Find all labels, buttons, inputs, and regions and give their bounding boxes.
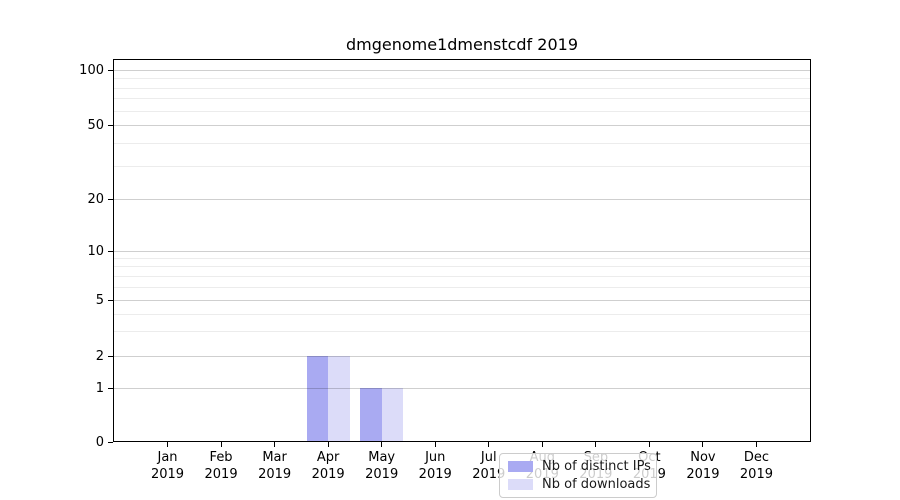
legend-swatch-distinct-ips <box>508 461 533 472</box>
y-tick-label-0: 0 <box>95 435 104 450</box>
x-label-year: 2019 <box>365 467 399 482</box>
y-tick-mark-1 <box>108 388 113 389</box>
bar-downloads-may <box>381 388 404 441</box>
x-tick-mark-oct <box>648 442 650 447</box>
x-tick-mark-mar <box>274 442 276 447</box>
x-tick-mark-sep <box>595 442 597 447</box>
major-gridline-y-100 <box>114 70 810 71</box>
x-tick-mark-jun <box>434 442 436 447</box>
x-tick-label-nov: Nov 2019 <box>671 449 735 483</box>
x-label-month: May <box>368 450 396 465</box>
x-tick-mark-may <box>381 442 383 447</box>
minor-gridline-y-70 <box>114 98 810 100</box>
x-tick-label-dec: Dec 2019 <box>724 449 788 483</box>
bar-distinct-ips-may <box>360 388 382 441</box>
major-gridline-y-20 <box>114 198 810 200</box>
bar-downloads-apr <box>328 355 350 441</box>
x-label-month: Dec <box>743 450 770 465</box>
x-label-month: Mar <box>262 450 287 465</box>
x-label-year: 2019 <box>258 467 292 482</box>
x-label-year: 2019 <box>739 467 773 482</box>
x-tick-mark-jul <box>488 442 490 447</box>
major-gridline-y-10 <box>114 250 810 252</box>
legend-label-distinct-ips: Nb of distinct IPs <box>542 459 651 474</box>
minor-gridline-y-6 <box>114 286 810 288</box>
y-tick-mark-100 <box>108 70 113 71</box>
legend: Nb of distinct IPs Nb of downloads <box>499 453 657 498</box>
legend-label-downloads: Nb of downloads <box>542 477 651 492</box>
y-tick-mark-0 <box>108 442 113 443</box>
major-gridline-y-5 <box>114 300 810 301</box>
x-tick-label-apr: Apr 2019 <box>296 449 360 483</box>
x-tick-label-mar: Mar 2019 <box>243 449 307 483</box>
bar-distinct-ips-apr <box>306 355 329 441</box>
y-tick-mark-50 <box>108 125 113 126</box>
minor-gridline-y-80 <box>114 87 810 89</box>
minor-gridline-y-90 <box>114 78 810 80</box>
x-label-year: 2019 <box>204 467 238 482</box>
y-tick-label-2: 2 <box>95 348 104 364</box>
x-label-month: Jun <box>425 450 446 465</box>
x-tick-mark-nov <box>702 442 704 447</box>
minor-gridline-y-9 <box>114 258 810 260</box>
plot-area: Nb of distinct IPs Nb of downloads <box>113 59 811 498</box>
y-tick-label-1: 1 <box>95 381 104 396</box>
x-label-year: 2019 <box>472 467 506 482</box>
chart-title: dmgenome1dmenstcdf 2019 <box>345 35 578 54</box>
minor-gridline-y-40 <box>114 142 810 144</box>
x-label-month: Nov <box>690 450 716 465</box>
y-tick-mark-20 <box>108 198 113 200</box>
x-label-year: 2019 <box>686 467 720 482</box>
legend-item-distinct-ips: Nb of distinct IPs <box>508 459 651 474</box>
x-label-month: Jul <box>480 450 497 465</box>
minor-gridline-y-3 <box>114 330 810 332</box>
major-gridline-y-1 <box>114 388 810 389</box>
x-label-month: Apr <box>316 450 340 465</box>
bars-layer <box>114 60 810 441</box>
x-tick-mark-jan <box>167 442 169 447</box>
x-tick-mark-aug <box>541 442 543 447</box>
x-tick-label-jul: Jul 2019 <box>457 449 521 483</box>
y-tick-mark-5 <box>108 300 113 301</box>
x-label-year: 2019 <box>150 467 185 482</box>
x-tick-label-jun: Jun 2019 <box>403 449 467 483</box>
major-gridline-y-50 <box>114 125 810 126</box>
y-tick-label-10: 10 <box>87 243 104 259</box>
gridlines-layer <box>114 60 810 441</box>
legend-item-downloads: Nb of downloads <box>508 477 651 492</box>
x-label-year: 2019 <box>418 467 452 482</box>
legend-swatch-downloads <box>508 479 533 490</box>
x-tick-mark-apr <box>327 442 329 447</box>
minor-gridline-y-60 <box>114 110 810 112</box>
x-tick-mark-feb <box>220 442 222 447</box>
minor-gridline-y-7 <box>114 275 810 277</box>
y-tick-label-100: 100 <box>79 63 104 78</box>
minor-gridline-y-4 <box>114 313 810 315</box>
x-label-year: 2019 <box>311 467 345 482</box>
minor-gridline-y-30 <box>114 165 810 167</box>
y-tick-mark-10 <box>108 250 113 252</box>
y-tick-label-20: 20 <box>87 191 104 207</box>
x-label-month: Jan <box>157 450 178 465</box>
x-tick-label-feb: Feb 2019 <box>189 449 253 483</box>
x-tick-mark-dec <box>755 442 757 447</box>
y-tick-mark-2 <box>108 355 113 357</box>
y-tick-label-50: 50 <box>87 118 104 133</box>
x-tick-label-may: May 2019 <box>350 449 414 483</box>
major-gridline-y-2 <box>114 355 810 357</box>
x-label-month: Feb <box>209 450 233 465</box>
y-tick-label-5: 5 <box>95 293 104 308</box>
minor-gridline-y-8 <box>114 266 810 268</box>
x-tick-label-jan: Jan 2019 <box>136 449 200 483</box>
